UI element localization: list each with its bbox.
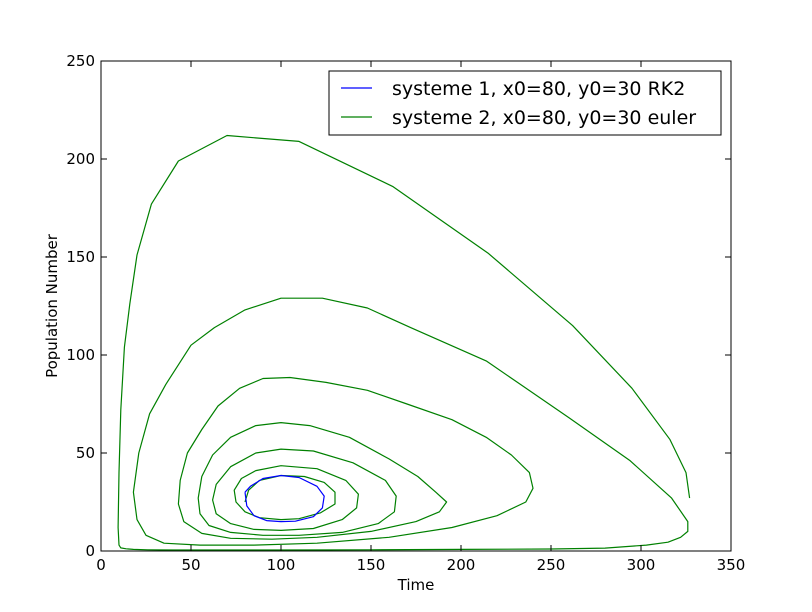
y-tick-label: 100 [66, 346, 95, 364]
legend: systeme 1, x0=80, y0=30 RK2 systeme 2, x… [328, 70, 722, 136]
x-tick-label: 150 [357, 556, 386, 574]
x-tick-label: 0 [96, 556, 106, 574]
x-tick-label: 100 [267, 556, 296, 574]
y-tick-label: 50 [76, 444, 95, 462]
plot-area: 0 50 100 150 200 250 300 350 0 50 100 150 200 250 [66, 52, 745, 574]
series-layer [117, 134, 691, 551]
legend-box [328, 70, 722, 136]
y-tick-label: 250 [66, 52, 95, 70]
x-axis-label: Time [397, 576, 435, 594]
series-line-2 [117, 134, 691, 551]
y-tick-label: 150 [66, 248, 95, 266]
plot-frame [100, 60, 732, 552]
y-tick-label: 200 [66, 150, 95, 168]
x-tick-label: 300 [627, 556, 656, 574]
x-tick-label: 250 [537, 556, 566, 574]
y-axis-label: Population Number [43, 233, 61, 378]
ticks-layer: 0 50 100 150 200 250 300 350 0 50 100 150 200 250 [66, 52, 745, 574]
x-tick-label: 200 [447, 556, 476, 574]
legend-label-systeme-2: systeme 2, x0=80, y0=30 euler [392, 107, 696, 129]
x-tick-label: 350 [717, 556, 746, 574]
x-tick-label: 50 [181, 556, 200, 574]
legend-label-systeme-1: systeme 1, x0=80, y0=30 RK2 [392, 78, 685, 100]
series-line-1 [244, 474, 325, 523]
y-tick-label: 0 [85, 542, 95, 560]
